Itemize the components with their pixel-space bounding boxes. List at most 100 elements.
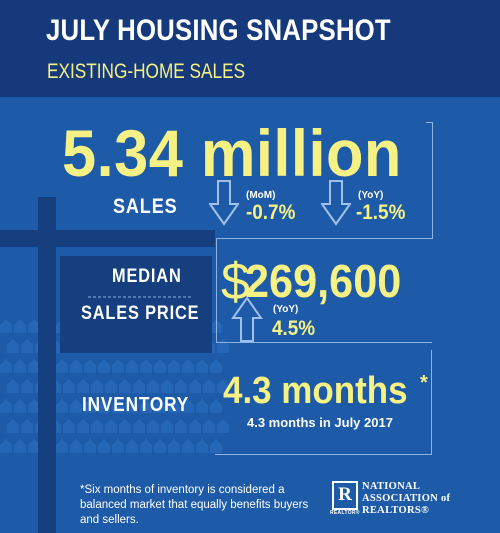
sales-yoy-label: (YoY) bbox=[358, 190, 384, 201]
inventory-note: 4.3 months in July 2017 bbox=[247, 415, 393, 430]
house-silhouette bbox=[84, 399, 96, 413]
house-silhouette bbox=[63, 379, 75, 393]
house-silhouette bbox=[140, 399, 152, 413]
house-silhouette bbox=[14, 399, 26, 413]
median-price-value: 269,600 bbox=[245, 255, 402, 307]
house-silhouette bbox=[0, 439, 12, 453]
house-silhouette bbox=[21, 419, 33, 433]
house-silhouette bbox=[161, 419, 173, 433]
header-band bbox=[0, 0, 500, 97]
house-silhouette bbox=[210, 399, 222, 413]
page-title: JULY HOUSING SNAPSHOT bbox=[46, 14, 391, 47]
up-arrow-icon bbox=[231, 296, 263, 342]
house-silhouette bbox=[217, 379, 229, 393]
house-silhouette bbox=[7, 379, 19, 393]
nar-line2: ASSOCIATION of bbox=[362, 493, 451, 504]
sales-label: SALES bbox=[113, 195, 178, 218]
house-silhouette bbox=[105, 379, 117, 393]
house-silhouette bbox=[217, 419, 229, 433]
inventory-bracket-right bbox=[431, 350, 432, 454]
label-divider bbox=[88, 296, 192, 298]
house-silhouette bbox=[210, 439, 222, 453]
house-silhouette bbox=[119, 419, 131, 433]
house-silhouette bbox=[56, 439, 68, 453]
house-silhouette bbox=[175, 379, 187, 393]
sign-panel bbox=[60, 256, 212, 353]
house-silhouette bbox=[126, 439, 138, 453]
house-silhouette bbox=[14, 319, 26, 333]
realtor-logo-mark: R bbox=[338, 484, 352, 505]
house-silhouette bbox=[133, 419, 145, 433]
sales-bracket-top bbox=[426, 122, 433, 123]
house-silhouette bbox=[196, 359, 208, 373]
house-silhouette bbox=[14, 359, 26, 373]
house-silhouette bbox=[77, 419, 89, 433]
house-silhouette bbox=[84, 439, 96, 453]
house-silhouette bbox=[168, 439, 180, 453]
house-silhouette bbox=[119, 379, 131, 393]
nar-logo-text: NATIONAL ASSOCIATION of REALTORS® bbox=[362, 481, 450, 517]
sales-mom-label: (MoM) bbox=[246, 190, 276, 201]
house-silhouette bbox=[105, 419, 117, 433]
inventory-bracket-bottom bbox=[215, 454, 432, 455]
house-silhouette bbox=[112, 399, 124, 413]
house-silhouette bbox=[140, 439, 152, 453]
house-silhouette bbox=[126, 359, 138, 373]
page-subtitle: EXISTING-HOME SALES bbox=[47, 60, 246, 83]
house-silhouette bbox=[98, 439, 110, 453]
house-silhouette bbox=[70, 439, 82, 453]
house-silhouette bbox=[77, 379, 89, 393]
house-silhouette bbox=[28, 319, 40, 333]
nar-line3: REALTORS® bbox=[362, 505, 430, 516]
house-silhouette bbox=[189, 419, 201, 433]
house-silhouette bbox=[0, 319, 12, 333]
house-silhouette bbox=[7, 339, 19, 353]
median-label-line1: MEDIAN bbox=[112, 266, 182, 287]
house-silhouette bbox=[175, 419, 187, 433]
sales-value: 5.34 million bbox=[62, 116, 402, 190]
house-silhouette bbox=[182, 439, 194, 453]
house-silhouette bbox=[154, 359, 166, 373]
house-silhouette bbox=[203, 419, 215, 433]
house-silhouette bbox=[182, 399, 194, 413]
price-bracket-left bbox=[216, 238, 217, 342]
house-silhouette bbox=[203, 379, 215, 393]
house-silhouette bbox=[210, 359, 222, 373]
house-silhouette bbox=[21, 379, 33, 393]
house-silhouette bbox=[70, 359, 82, 373]
house-silhouette bbox=[189, 379, 201, 393]
house-silhouette bbox=[28, 439, 40, 453]
house-silhouette bbox=[140, 359, 152, 373]
house-silhouette bbox=[63, 419, 75, 433]
realtor-logo-icon: R bbox=[332, 481, 358, 510]
house-silhouette bbox=[168, 399, 180, 413]
house-silhouette bbox=[133, 379, 145, 393]
nar-line1: NATIONAL bbox=[362, 481, 421, 492]
footnote: *Six months of inventory is considered a… bbox=[80, 484, 309, 526]
inventory-asterisk: * bbox=[420, 372, 428, 394]
house-silhouette bbox=[70, 399, 82, 413]
house-silhouette bbox=[98, 399, 110, 413]
realtor-logo-small: REALTOR® bbox=[330, 510, 360, 516]
price-yoy-value: 4.5% bbox=[272, 317, 316, 340]
house-silhouette bbox=[154, 399, 166, 413]
house-silhouette bbox=[112, 439, 124, 453]
house-silhouette bbox=[182, 359, 194, 373]
sales-yoy-value: -1.5% bbox=[356, 201, 406, 224]
house-silhouette bbox=[0, 399, 12, 413]
house-silhouette bbox=[91, 379, 103, 393]
house-silhouette bbox=[168, 359, 180, 373]
house-silhouette bbox=[7, 419, 19, 433]
house-silhouette bbox=[28, 359, 40, 373]
house-silhouette bbox=[56, 359, 68, 373]
house-silhouette bbox=[161, 379, 173, 393]
sales-mom-value: -0.7% bbox=[246, 201, 296, 224]
house-silhouette bbox=[154, 439, 166, 453]
house-silhouette bbox=[28, 399, 40, 413]
house-silhouette bbox=[98, 359, 110, 373]
house-silhouette bbox=[147, 419, 159, 433]
inventory-label: INVENTORY bbox=[82, 394, 190, 416]
house-silhouette bbox=[91, 419, 103, 433]
price-bracket-bottom bbox=[216, 342, 432, 343]
